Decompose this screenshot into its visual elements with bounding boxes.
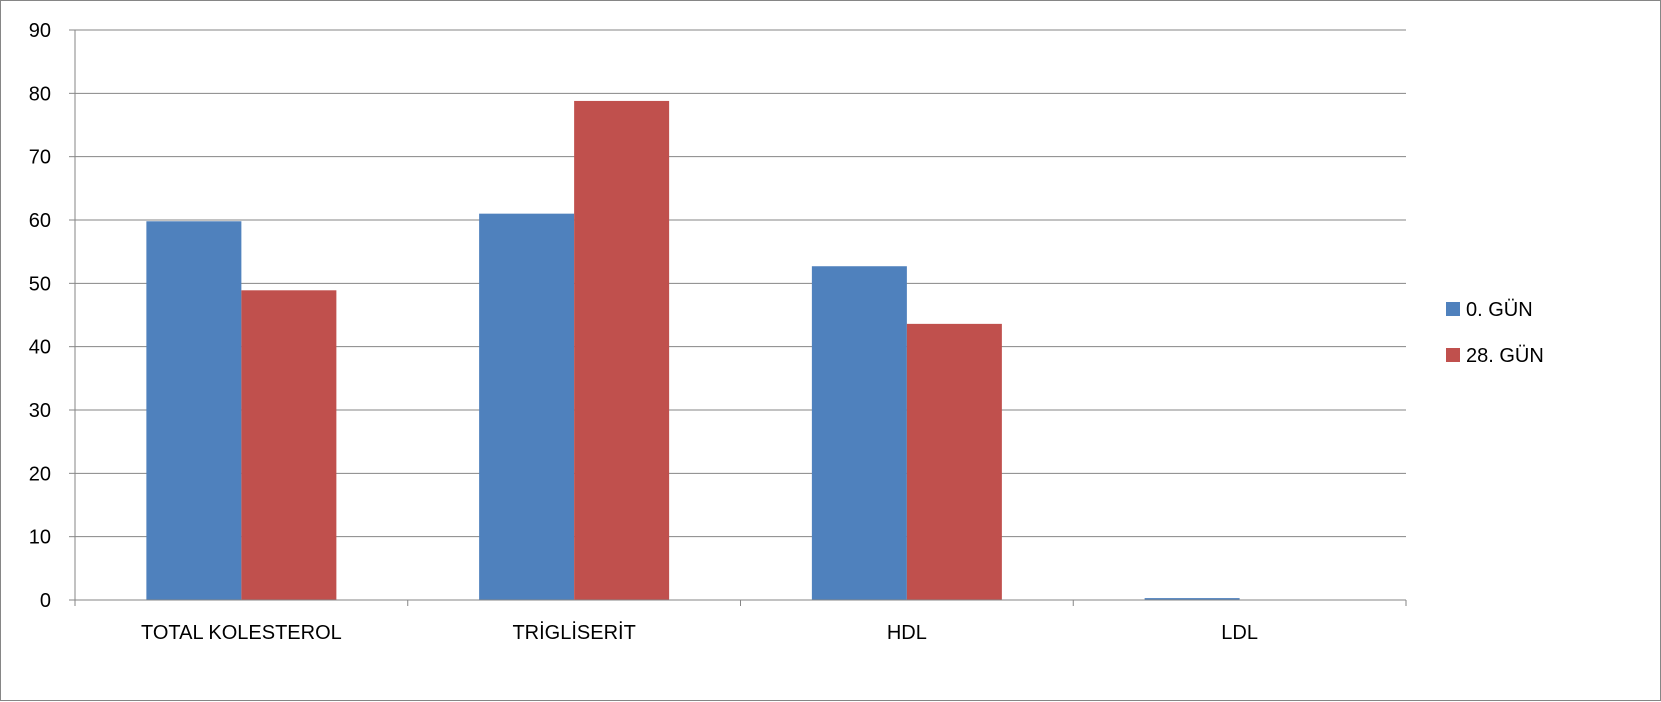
- bar: [241, 290, 337, 600]
- bar: [146, 221, 242, 600]
- bar: [574, 100, 670, 600]
- bar: [479, 213, 575, 600]
- y-tick-label: 90: [29, 20, 51, 42]
- x-tick-label: TOTAL KOLESTEROL: [141, 622, 342, 644]
- x-tick-label: LDL: [1221, 622, 1258, 644]
- x-tick-label: HDL: [887, 622, 927, 644]
- bars: [146, 100, 1240, 600]
- bar: [906, 323, 1002, 600]
- y-tick-label: 50: [29, 273, 51, 295]
- legend-label: 0. GÜN: [1466, 299, 1533, 321]
- y-tick-label: 40: [29, 337, 51, 359]
- bar: [811, 266, 907, 600]
- bar: [1144, 598, 1240, 600]
- axes: 0 10 20 30 40 50 60 70 80 90 TOTAL KOLESTEROL TRİGL…: [29, 20, 1407, 644]
- x-tick-label: TRİGLİSERİT: [512, 621, 635, 644]
- legend-swatch: [1446, 348, 1460, 362]
- legend-label: 28. GÜN: [1466, 345, 1544, 367]
- y-tick-label: 0: [40, 590, 51, 612]
- y-tick-label: 20: [29, 463, 51, 485]
- y-tick-label: 60: [29, 210, 51, 232]
- y-tick-label: 30: [29, 400, 51, 422]
- legend: 0. GÜN 28. GÜN: [1446, 299, 1544, 367]
- y-tick-label: 70: [29, 147, 51, 169]
- legend-swatch: [1446, 302, 1460, 316]
- y-tick-label: 80: [29, 83, 51, 105]
- y-tick-label: 10: [29, 527, 51, 549]
